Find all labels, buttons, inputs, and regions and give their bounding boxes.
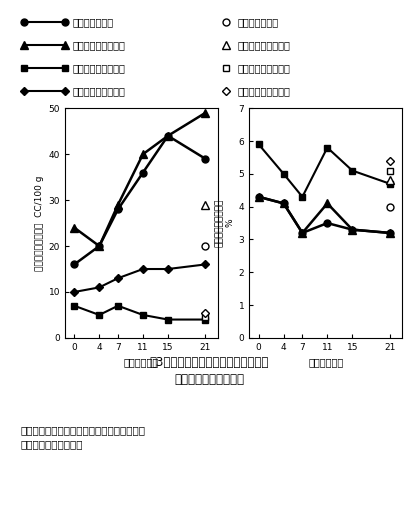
Text: 潜培ヒエ・湛水: 潜培ヒエ・湛水 [73,17,114,27]
Text: オオクサキビ・対照: オオクサキビ・対照 [238,40,290,50]
Text: 潜培ヒエ・対照: 潜培ヒエ・対照 [238,17,279,27]
Text: ギニアグラス・対照: ギニアグラス・対照 [238,63,290,73]
Text: トウモロコシ・対照: トウモロコシ・対照 [238,86,290,96]
X-axis label: 湛水期間　日: 湛水期間 日 [308,357,344,367]
Text: ギニアグラス・湛水: ギニアグラス・湛水 [73,63,126,73]
Y-axis label: 生重当たりの空隙量  CC/100 g: 生重当たりの空隙量 CC/100 g [36,175,44,271]
Text: オオクサキビ・湛水: オオクサキビ・湛水 [73,40,126,50]
Y-axis label: 根中空隙内酸素濃度
%: 根中空隙内酸素濃度 % [215,199,235,247]
Text: トウモロコシ・湛水: トウモロコシ・湛水 [73,86,126,96]
Text: 供試しなかった。: 供試しなかった。 [21,439,83,449]
Text: 注．　酸素濃度の測定には、トウモロコシを: 注． 酸素濃度の測定には、トウモロコシを [21,425,146,435]
Text: 酸素濃度の推移: 酸素濃度の推移 [174,373,245,386]
X-axis label: 湛水期間　日: 湛水期間 日 [124,357,159,367]
Text: 図3．　湛水中の根中空隙量と空隙内: 図3． 湛水中の根中空隙量と空隙内 [150,356,269,370]
